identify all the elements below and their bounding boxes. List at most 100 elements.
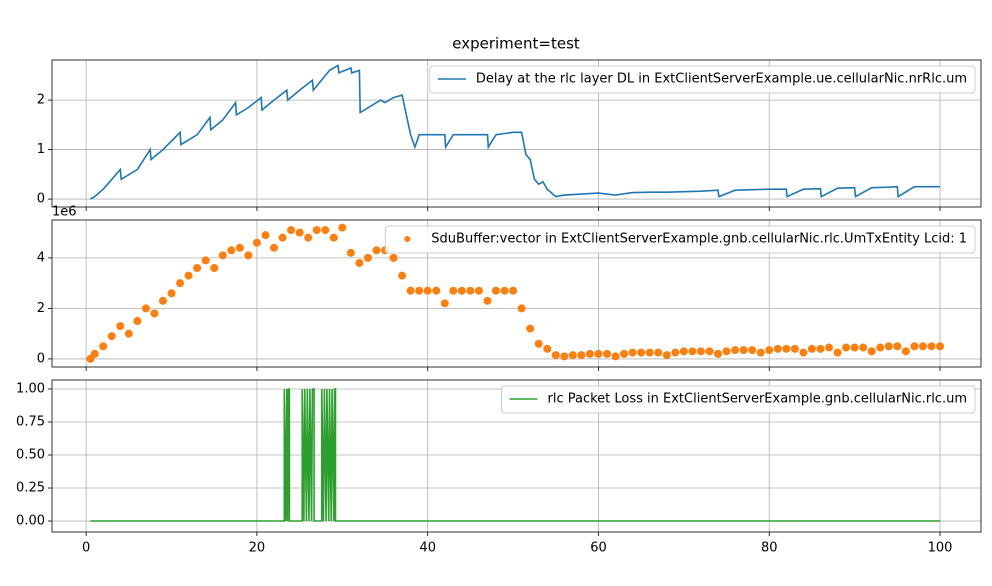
point <box>603 349 612 358</box>
point <box>133 317 142 326</box>
point <box>159 296 168 305</box>
point <box>790 344 799 353</box>
point <box>500 286 509 295</box>
point <box>534 339 543 348</box>
point <box>312 226 321 235</box>
point <box>842 343 851 352</box>
point <box>304 233 313 242</box>
legend-label: SduBuffer:vector in ExtClientServerExamp… <box>431 232 967 247</box>
line <box>90 388 940 522</box>
x-tick-label: 0 <box>82 541 90 556</box>
point <box>107 332 116 341</box>
point <box>568 351 577 360</box>
point <box>654 348 663 357</box>
x-tick-label: 100 <box>928 541 953 556</box>
point <box>833 348 842 357</box>
y-tick-label: 2 <box>37 93 45 108</box>
legend-marker <box>404 236 411 242</box>
point <box>611 352 620 361</box>
point <box>509 286 518 295</box>
point <box>756 348 765 357</box>
point <box>90 349 99 358</box>
point <box>218 251 227 260</box>
axes-frame <box>51 59 982 208</box>
point <box>696 347 705 356</box>
point <box>252 238 261 247</box>
y-tick-label: 4 <box>37 250 45 265</box>
point <box>457 286 466 295</box>
point <box>782 344 791 353</box>
point <box>176 279 185 288</box>
legend-box <box>384 225 976 254</box>
point <box>474 286 483 295</box>
axes-frame <box>51 219 982 368</box>
point <box>816 344 825 353</box>
point <box>193 263 202 272</box>
legend-box <box>429 65 976 94</box>
point <box>799 348 808 357</box>
point <box>645 348 654 357</box>
point <box>671 348 680 357</box>
legend: SduBuffer:vector in ExtClientServerExamp… <box>384 225 976 254</box>
point <box>859 343 868 352</box>
x-tick-label: 80 <box>761 541 778 556</box>
chart-title: experiment=test <box>452 35 580 53</box>
point <box>210 263 219 272</box>
point <box>167 289 176 298</box>
point <box>449 286 458 295</box>
point <box>867 347 876 356</box>
y-tick-label: 0 <box>37 192 45 207</box>
point <box>124 329 133 338</box>
point <box>278 233 287 242</box>
point <box>415 286 424 295</box>
point <box>918 342 927 351</box>
point <box>714 349 723 358</box>
point <box>483 296 492 305</box>
point <box>688 347 697 356</box>
point <box>244 251 253 260</box>
point <box>423 286 432 295</box>
point <box>901 347 910 356</box>
point <box>936 342 945 351</box>
point <box>662 351 671 360</box>
x-tick-label: 60 <box>590 541 607 556</box>
point <box>594 349 603 358</box>
point <box>432 286 441 295</box>
offset-label: 1e6 <box>52 205 77 220</box>
point <box>884 342 893 351</box>
point <box>620 349 629 358</box>
point <box>184 271 193 280</box>
point <box>850 343 859 352</box>
point <box>329 233 338 242</box>
point <box>372 246 381 255</box>
point <box>551 351 560 360</box>
point <box>543 344 552 353</box>
point <box>893 342 902 351</box>
y-tick-label: 1.00 <box>16 381 45 396</box>
y-tick-label: 1 <box>37 142 45 157</box>
point <box>731 346 740 355</box>
legend: Delay at the rlc layer DL in ExtClientSe… <box>429 65 976 94</box>
point <box>287 226 296 235</box>
point <box>927 342 936 351</box>
y-tick-label: 0 <box>37 351 45 366</box>
point <box>637 348 646 357</box>
point <box>235 243 244 252</box>
y-tick-label: 0.75 <box>16 414 45 429</box>
point <box>679 347 688 356</box>
legend: rlc Packet Loss in ExtClientServerExampl… <box>501 385 976 414</box>
point <box>765 346 774 355</box>
point <box>363 253 372 262</box>
point <box>910 342 919 351</box>
point <box>261 231 270 240</box>
legend-box <box>501 385 976 414</box>
point <box>338 223 347 232</box>
point <box>560 352 569 361</box>
point <box>398 271 407 280</box>
point <box>577 351 586 360</box>
point <box>526 324 535 333</box>
point <box>141 304 150 313</box>
x-tick-label: 40 <box>419 541 436 556</box>
point <box>346 248 355 257</box>
y-tick-label: 0.00 <box>16 514 45 529</box>
